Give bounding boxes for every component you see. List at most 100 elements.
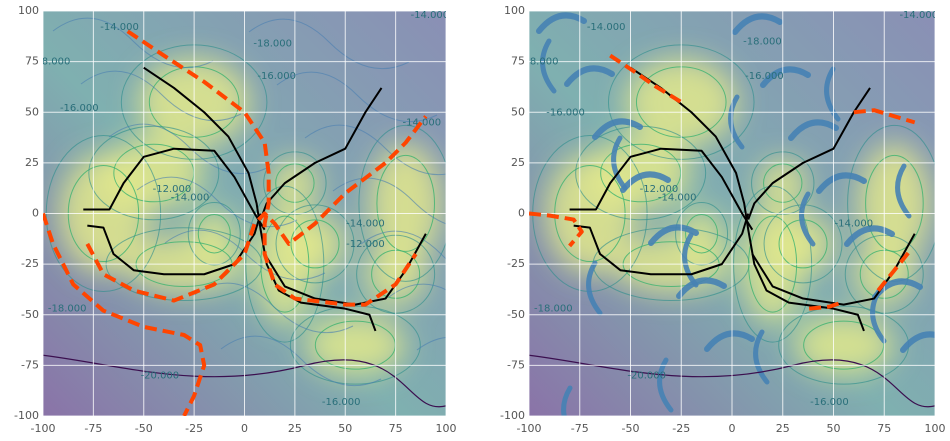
- streamline: [753, 329, 770, 385]
- contour-label: -16.000: [322, 397, 361, 408]
- heat-blob: [793, 315, 894, 376]
- x-tick-label: -50: [135, 422, 153, 435]
- x-tick-label: 100: [925, 422, 946, 435]
- contour-label: -12.000: [153, 184, 192, 195]
- contour-label: -18.000: [48, 304, 87, 315]
- contour-label: -18.000: [32, 57, 71, 68]
- heat-blob: [858, 143, 931, 264]
- contour-label: -16.000: [810, 397, 849, 408]
- streamline: [80, 70, 242, 122]
- y-tick-label: 50: [511, 105, 525, 118]
- x-tick-label: 25: [776, 422, 790, 435]
- contour-line: [289, 305, 421, 385]
- contour-line: [600, 143, 682, 203]
- streamline: [248, 18, 410, 70]
- heat-blob: [103, 137, 204, 209]
- x-tick-label: 75: [389, 422, 403, 435]
- dashed-path: [853, 108, 916, 125]
- streamline: [816, 172, 867, 194]
- dashed-path: [43, 212, 207, 416]
- heat-blob: [305, 315, 406, 376]
- streamline: [788, 119, 839, 141]
- contour-label: -14.000: [171, 192, 210, 203]
- streamline: [276, 71, 438, 123]
- contour-label: -18.000: [743, 36, 782, 47]
- streamline: [52, 17, 214, 69]
- x-tick-label: -75: [571, 422, 589, 435]
- contour-line: [376, 154, 436, 252]
- y-tick-label: -100: [500, 409, 525, 422]
- x-tick-label: -25: [672, 422, 690, 435]
- streamline: [388, 283, 446, 298]
- solid-path: [83, 147, 266, 231]
- contour-label: -18.000: [253, 38, 292, 49]
- contour-label: -18.000: [520, 57, 559, 68]
- contour-label: -14.000: [587, 22, 626, 33]
- x-tick-label: 0: [241, 422, 248, 435]
- contour-line: [685, 214, 719, 254]
- contour-line: [197, 214, 231, 254]
- streamline: [900, 331, 935, 353]
- heat-blob: [681, 209, 722, 258]
- streamline: [799, 191, 816, 247]
- streamline: [682, 232, 699, 288]
- x-tick-label: 0: [729, 422, 736, 435]
- streamline: [586, 260, 603, 316]
- y-tick-label: 0: [518, 207, 525, 220]
- contour-label: -14.000: [658, 192, 697, 203]
- contour-label: -12.000: [346, 239, 385, 250]
- solid-path: [629, 66, 865, 332]
- contour-label: -20.000: [627, 371, 666, 382]
- streamline: [360, 230, 446, 260]
- streamline: [416, 337, 446, 351]
- streamline: [561, 385, 573, 416]
- streamline: [564, 65, 615, 87]
- contour-label: -20.000: [141, 371, 180, 382]
- streamline: [304, 124, 446, 176]
- streamline: [728, 94, 745, 150]
- contour-label: -14.000: [100, 22, 139, 33]
- contour-line: [290, 219, 340, 269]
- contour-label: -14.000: [834, 219, 873, 230]
- contour-line: [675, 202, 729, 266]
- heat-blob: [773, 213, 834, 274]
- contour-line: [358, 124, 446, 282]
- streamline: [844, 225, 895, 247]
- y-tick-label: 100: [18, 4, 39, 17]
- contour-label: -12.000: [640, 184, 679, 195]
- y-tick-label: -50: [21, 308, 39, 321]
- dashed-path: [876, 248, 913, 292]
- streamline: [136, 176, 298, 228]
- streamline: [676, 277, 727, 299]
- contour-label: -16.000: [257, 71, 296, 82]
- streamline: [332, 177, 446, 225]
- y-tick-label: -50: [507, 308, 525, 321]
- streamline: [648, 224, 699, 246]
- y-tick-label: -75: [21, 358, 39, 371]
- streamline: [732, 13, 783, 35]
- contour-label: -16.000: [60, 103, 99, 114]
- streamline: [895, 163, 912, 219]
- solid-path: [573, 213, 750, 276]
- solid-path: [143, 66, 377, 332]
- x-tick-label: 75: [877, 422, 891, 435]
- x-tick-label: -50: [622, 422, 640, 435]
- x-tick-label: -75: [84, 422, 102, 435]
- streamline: [657, 357, 674, 413]
- y-tick-label: 0: [32, 207, 39, 220]
- y-tick-label: 25: [511, 156, 525, 169]
- x-tick-label: -25: [185, 422, 203, 435]
- contour-line: [865, 154, 924, 252]
- dashed-path: [808, 300, 843, 311]
- contour-label: -14.000: [899, 10, 938, 21]
- x-tick-label: 25: [288, 422, 302, 435]
- y-tick-label: -25: [507, 257, 525, 270]
- x-tick-label: 50: [338, 422, 352, 435]
- y-tick-label: -100: [14, 409, 39, 422]
- contour-line: [803, 320, 885, 370]
- dashed-path: [85, 115, 428, 303]
- streamline: [540, 38, 557, 94]
- contour-label: -18.000: [534, 304, 573, 315]
- panel: -18.000 -16.000 -14.000 -18.000 -16.000 -14.0…: [520, 10, 938, 416]
